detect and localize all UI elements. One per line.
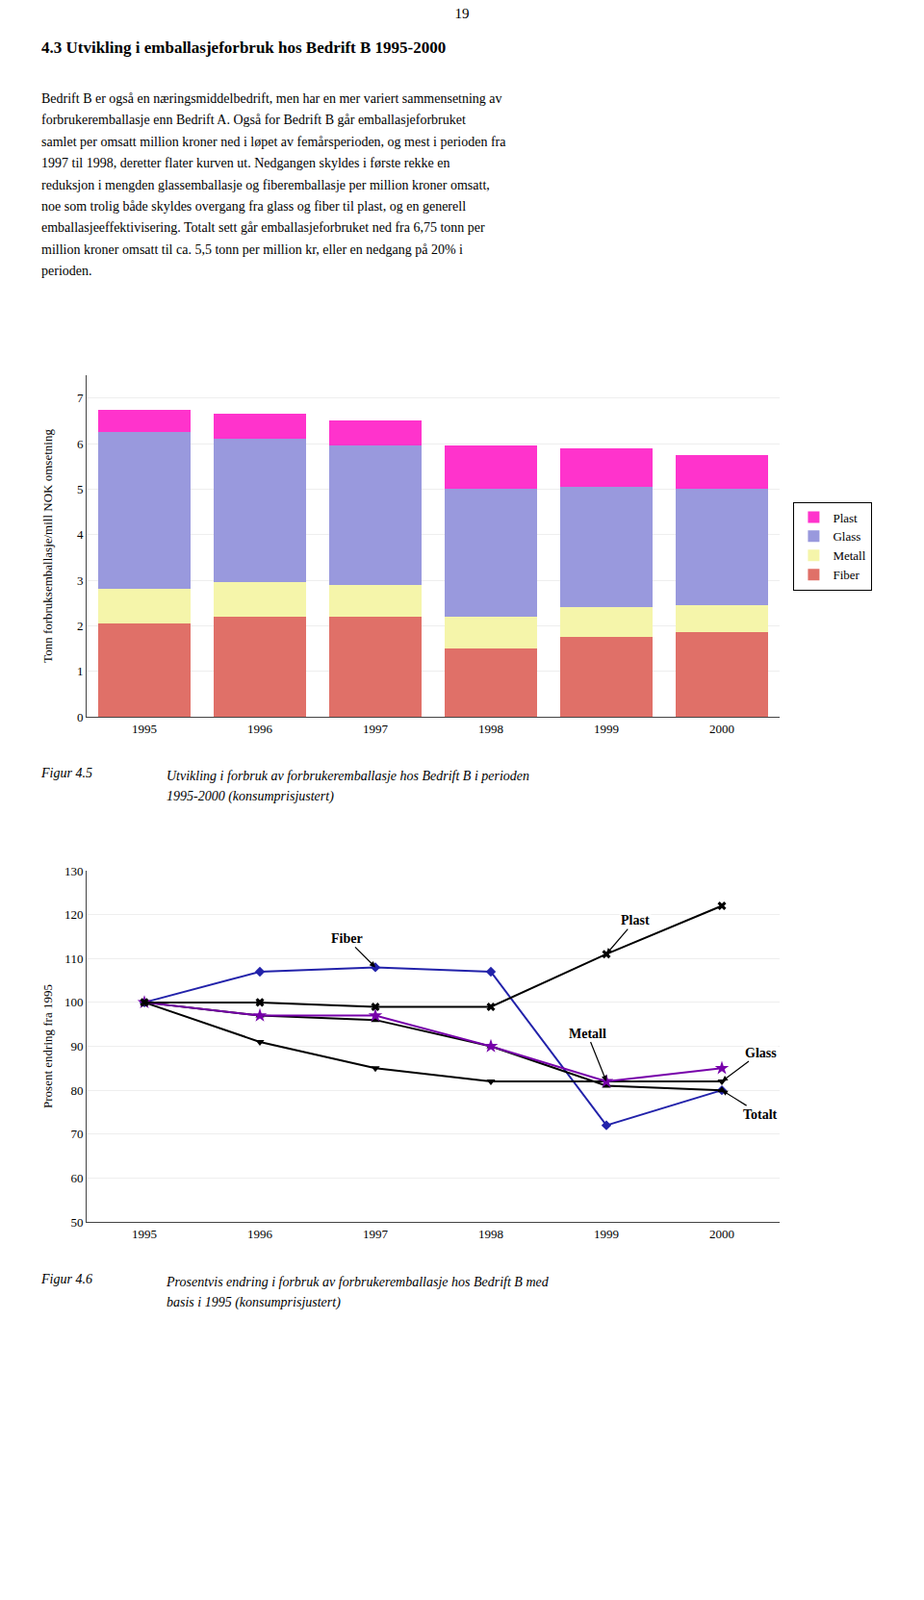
svg-text:120: 120: [64, 907, 84, 923]
html-text:Figur 4.5: Figur 4.5: [41, 766, 93, 781]
svg-text:Metall: Metall: [832, 548, 866, 564]
svg-text:Prosent endring fra 1995: Prosent endring fra 1995: [40, 984, 55, 1109]
svg-text:1998: 1998: [478, 721, 504, 737]
svg-text:Fiber: Fiber: [331, 931, 363, 947]
svg-text:Plast: Plast: [832, 511, 858, 526]
svg-text:7: 7: [77, 390, 84, 406]
svg-text:100: 100: [64, 995, 84, 1010]
svg-text:1996: 1996: [247, 1227, 274, 1242]
svg-text:110: 110: [64, 951, 83, 967]
svg-text:1997: 1997: [362, 721, 389, 737]
svg-text:1996: 1996: [247, 721, 274, 737]
svg-text:Plast: Plast: [620, 913, 650, 928]
html-text:Prosentvis endring i forbruk a: Prosentvis endring i forbruk av forbruke…: [166, 1275, 549, 1310]
svg-text:2: 2: [77, 618, 84, 634]
svg-text:3: 3: [77, 573, 84, 589]
html-text:Figur 4.6: Figur 4.6: [41, 1272, 93, 1287]
svg-text:Fiber: Fiber: [832, 567, 860, 583]
svg-text:1997: 1997: [362, 1227, 389, 1242]
svg-text:2000: 2000: [709, 721, 735, 737]
html-text:4.3 Utvikling i emballasjeforb: 4.3 Utvikling i emballasjeforbruk hos Be…: [41, 38, 446, 57]
svg-text:1995: 1995: [131, 1227, 157, 1242]
svg-text:90: 90: [70, 1039, 83, 1054]
html-text:19: 19: [454, 5, 470, 22]
svg-text:80: 80: [70, 1083, 83, 1099]
svg-text:5: 5: [77, 482, 84, 497]
svg-text:2000: 2000: [709, 1227, 735, 1242]
svg-text:1999: 1999: [593, 1227, 619, 1242]
svg-text:0: 0: [77, 710, 84, 725]
svg-text:1995: 1995: [131, 721, 157, 737]
svg-text:Tonn forbruksemballasje/mill N: Tonn forbruksemballasje/mill NOK omsetni…: [40, 429, 55, 664]
svg-text:130: 130: [64, 864, 84, 879]
svg-text:6: 6: [77, 436, 84, 452]
svg-text:Totalt: Totalt: [743, 1107, 778, 1123]
svg-text:4: 4: [77, 527, 84, 542]
html-text:Bedrift B er også en næringsmi: Bedrift B er også en næringsmiddelbedrif…: [41, 91, 506, 279]
svg-text:60: 60: [70, 1171, 83, 1186]
svg-text:Glass: Glass: [744, 1046, 777, 1061]
svg-text:1999: 1999: [593, 721, 619, 737]
svg-text:Glass: Glass: [832, 529, 861, 544]
svg-text:50: 50: [70, 1215, 83, 1231]
svg-text:1: 1: [77, 664, 84, 679]
svg-text:Metall: Metall: [568, 1026, 607, 1042]
svg-text:1998: 1998: [478, 1227, 504, 1242]
html-text:Utvikling i forbruk av forbruk: Utvikling i forbruk av forbrukeremballas…: [166, 769, 530, 804]
svg-text:70: 70: [70, 1127, 83, 1142]
